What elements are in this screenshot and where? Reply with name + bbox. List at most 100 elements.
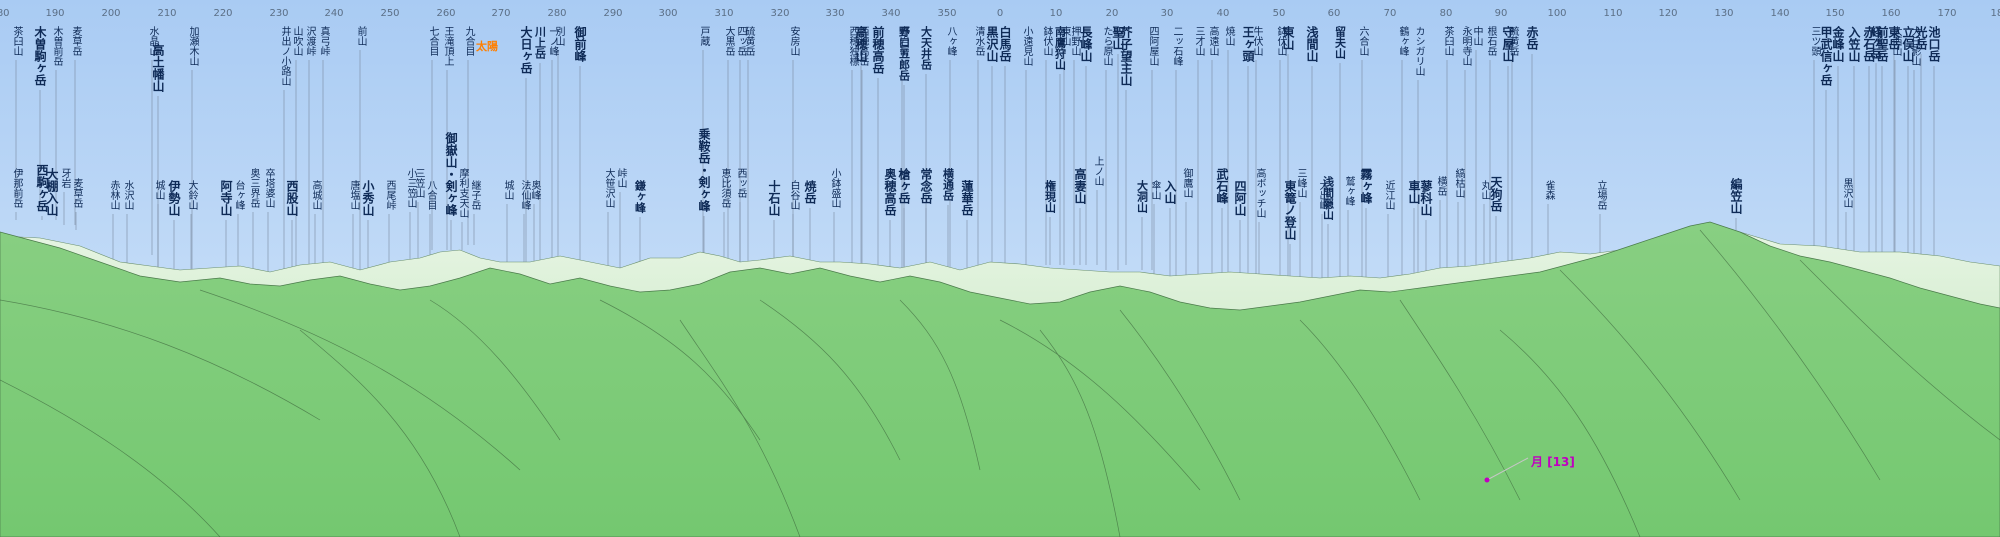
peak-label: 硫黄岳	[1507, 26, 1518, 56]
compass-tick-label: 190	[45, 8, 65, 19]
peak-label: 長峰山	[1079, 26, 1093, 62]
peak-label: 峠山	[615, 168, 626, 188]
compass-tick-label: 290	[603, 8, 623, 19]
peak-label: 卒塔婆山	[263, 168, 274, 208]
peak-label: 光岳	[1914, 26, 1928, 50]
compass-tick-label: 70	[1383, 8, 1397, 19]
peak-label: 三峰山	[1295, 168, 1306, 198]
peak-label: 西尾峠	[384, 180, 395, 210]
peak-label: 高妻山	[1073, 168, 1087, 204]
peak-label: 丸山	[1479, 180, 1490, 200]
compass-tick-label: 180	[0, 8, 10, 19]
peak-label: 高ボッチ山	[1254, 168, 1265, 218]
compass-tick-label: 230	[269, 8, 289, 19]
peak-label: 霧ヶ峰	[1359, 168, 1373, 204]
peak-label: 槍ヶ岳	[897, 168, 911, 204]
peak-label: 川上岳	[533, 26, 547, 59]
compass-tick-label: 50	[1272, 8, 1286, 19]
peak-label: 九合目	[463, 26, 474, 56]
peak-label: 南鷹狩山	[1053, 26, 1067, 70]
compass-tick-label: 200	[101, 8, 121, 19]
peak-label: 奥穂高岳	[883, 168, 897, 216]
compass-tick-label: 10	[1049, 8, 1063, 19]
compass-tick-label: 320	[770, 8, 790, 19]
compass-tick-label: 340	[881, 8, 901, 19]
peak-label: 西穂高岳	[857, 26, 868, 66]
peak-label: 別山	[553, 26, 564, 46]
compass-tick-label: 40	[1216, 8, 1230, 19]
peak-label: 沢渡峠	[304, 26, 315, 56]
peak-label: 中山	[1471, 26, 1482, 46]
peak-label: 天狗岳	[1489, 176, 1503, 212]
peak-label: 押野山	[1069, 26, 1080, 56]
peak-label: 麦草岳	[71, 178, 82, 208]
peak-label: 四ッ岳	[735, 26, 746, 56]
peak-label: 西駒ヶ岳	[35, 164, 49, 212]
peak-label: 西ッ岳	[735, 168, 746, 198]
peak-label: 永明寺山	[1460, 26, 1471, 66]
peak-label: 乗鞍岳・剣ヶ峰	[697, 128, 711, 212]
peak-label: 清水岳	[973, 26, 984, 56]
peak-label: 水沢山	[122, 180, 133, 210]
compass-scale: 1801902002102202302402502602702802903003…	[0, 0, 2000, 22]
compass-tick-label: 210	[157, 8, 177, 19]
peak-label: 大洞山	[1135, 180, 1149, 213]
peak-label: 茶臼山	[11, 26, 22, 56]
peak-label: 王滝頂上	[442, 26, 453, 66]
peak-label: 四阿山	[1233, 180, 1247, 216]
peak-label: 鉢伏山	[1041, 26, 1052, 56]
peak-label: 阿寺山	[219, 180, 233, 216]
peak-label: 恵比須岳	[719, 168, 730, 208]
peak-label: 木曽前岳	[51, 26, 62, 66]
peak-label: 聖山	[1111, 26, 1125, 50]
peak-label: 池口岳	[1927, 26, 1941, 62]
peak-label: 山吹山	[291, 26, 302, 56]
peak-label: 硫黄岳	[743, 26, 754, 56]
peak-label: 浅間山	[1305, 26, 1319, 62]
peak-label: 伊勢山	[167, 180, 181, 216]
peak-label: 伊那前岳	[11, 168, 22, 208]
peak-label: 東山	[1059, 26, 1070, 46]
peak-label: 十石山	[767, 180, 781, 216]
peak-label: 大笹沢山	[603, 168, 614, 208]
peak-label: 焼岳	[803, 180, 817, 204]
peak-label: 四阿屋山	[1147, 26, 1158, 66]
peak-label: 傘山	[1149, 180, 1160, 200]
peak-label: 戸蔵	[698, 26, 709, 46]
peak-label: 継子岳	[469, 180, 480, 210]
peak-label: 赤林山	[108, 180, 119, 210]
peak-label: 御前峰	[573, 26, 587, 62]
compass-tick-label: 20	[1105, 8, 1119, 19]
peak-label: 鶴ヶ峰	[1397, 26, 1408, 56]
peak-label: 白谷山	[788, 180, 799, 210]
peak-label: 鉢伏山	[1275, 26, 1286, 56]
compass-tick-label: 110	[1603, 8, 1623, 19]
peak-label: 上ノ山	[1092, 156, 1103, 186]
compass-tick-label: 270	[491, 8, 511, 19]
peak-label: 鷲ヶ峰	[1343, 176, 1354, 206]
peak-label: 東山	[1281, 26, 1295, 50]
peak-label: 入笠山	[1847, 26, 1861, 62]
peak-label: 入山	[1163, 180, 1177, 204]
moon-label: 月 [13]	[1531, 455, 1575, 469]
peak-label: 縞枯山	[1453, 168, 1464, 198]
peak-label: 高城山	[310, 180, 321, 210]
peak-label: 東岳	[1887, 26, 1901, 50]
peak-label: 摩利支天山	[457, 168, 468, 218]
peak-label: 井出ノ小路山	[279, 26, 290, 86]
peak-label: 御嶽山・剣ヶ峰	[444, 132, 458, 216]
near-ridge	[0, 221, 2000, 537]
peak-label: 車山	[1407, 180, 1421, 204]
peak-label: 西穂独標	[847, 26, 858, 66]
peak-label: 権現山	[1043, 180, 1057, 213]
peak-label: たら原山	[1101, 26, 1112, 66]
moon-marker	[1484, 477, 1490, 483]
compass-tick-label: 300	[658, 8, 678, 19]
peak-label: 編笠山	[1729, 178, 1743, 214]
peak-label: 前聖岳	[1875, 26, 1889, 62]
peak-label: 西股山	[285, 180, 299, 216]
peak-label: 唐塩山	[348, 180, 359, 210]
peak-label: 小鉢盛山	[829, 168, 840, 208]
peak-label: 高土幡山	[151, 44, 165, 92]
